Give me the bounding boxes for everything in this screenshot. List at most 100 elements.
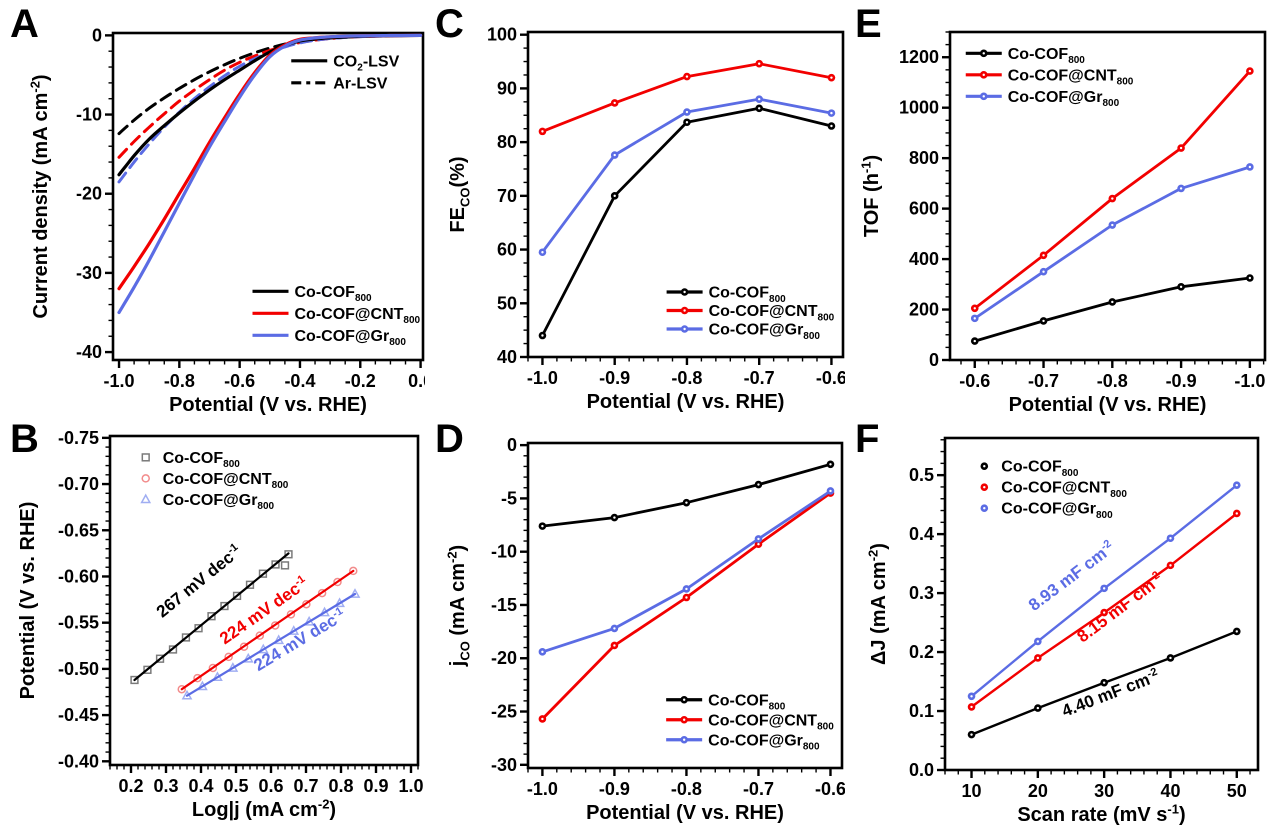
svg-text:0: 0 [507,435,517,455]
svg-text:0: 0 [92,25,102,45]
svg-text:-1.0: -1.0 [104,371,135,391]
panel-label-c: C [435,2,464,46]
svg-text:-0.9: -0.9 [1166,371,1197,391]
x-axis-title: Potential (V vs. RHE) [1009,394,1207,415]
panel-f: 10 20 30 40 50 0.0 0.1 0.2 0.3 0.4 0.5 Scan rate (m… [845,415,1269,831]
x-axis-title: Potential (V vs. RHE) [587,391,785,413]
svg-text:Co-COF800: Co-COF800 [708,692,786,712]
svg-text:80: 80 [497,132,517,152]
panel-b: 0.2 0.3 0.4 0.5 0.6 0.7 0.8 0.9 1.0 -0.75 -0.70 -0.… [0,415,425,831]
svg-text:0.0: 0.0 [408,371,425,391]
svg-text:800: 800 [909,148,939,168]
svg-text:0.2: 0.2 [909,642,934,662]
tick-labels: -1.0 -0.9 -0.8 -0.7 -0.6 40 50 60 70 80 90 100 [487,25,845,388]
panel-a-chart: -1.0 -0.8 -0.6 -0.4 -0.2 0.0 0 -10 -20 -30 -40 Pote… [27,25,425,415]
svg-text:-0.60: -0.60 [58,566,99,586]
series-co-cof-gr800-cdl-8-93-mf-cm2 [967,481,1241,701]
svg-text:0.0: 0.0 [909,760,934,780]
panel-label-f: F [855,417,880,461]
annotation: 267 mV dec-1 [152,541,245,621]
svg-text:0.5: 0.5 [223,776,248,796]
svg-text:-0.9: -0.9 [599,368,630,388]
svg-text:Co-COF800: Co-COF800 [1008,46,1086,66]
svg-text:1200: 1200 [899,47,939,67]
svg-text:-0.50: -0.50 [58,659,99,679]
svg-text:Co-COF@CNT800: Co-COF@CNT800 [295,306,421,326]
panel-e: -0.6 -0.7 -0.8 -0.9 -1.0 0 200 400 600 800 1000 120… [845,0,1269,415]
svg-text:-0.2: -0.2 [345,371,376,391]
svg-text:40: 40 [497,347,517,367]
svg-text:100: 100 [487,25,517,45]
svg-text:90: 90 [497,78,517,98]
svg-text:0.8: 0.8 [328,776,353,796]
series-co2-lsv-co-cof-gr800 [117,33,423,315]
svg-text:-0.7: -0.7 [743,779,774,799]
series-co-cof800 [538,104,836,340]
svg-text:Co-COF@Gr800: Co-COF@Gr800 [295,328,407,348]
svg-text:Co-COF@Gr800: Co-COF@Gr800 [709,322,821,342]
series-co2-lsv-co-cof-cnt800 [117,33,423,291]
y-axis-title: Potential (V vs. RHE) [17,502,39,700]
svg-text:-25: -25 [491,702,517,722]
series-co-cof-gr800-tafel-fit-224-mv-dec [185,592,357,697]
series-co-cof800-cdl-4-40-mf-cm2 [967,627,1241,739]
panel-d-chart: -1.0 -0.9 -0.8 -0.7 -0.6 0 -5 -10 -15 -20 -25 -30 Po… [444,435,845,824]
panel-c: -1.0 -0.9 -0.8 -0.7 -0.6 40 50 60 70 80 90 100 Poten… [425,0,845,415]
svg-text:-1.0: -1.0 [527,779,558,799]
svg-text:10: 10 [962,781,982,801]
svg-text:-1.0: -1.0 [1234,371,1265,391]
svg-text:CO2-LSV: CO2-LSV [333,53,399,73]
axes [942,30,1267,368]
svg-text:Co-COF@CNT800: Co-COF@CNT800 [163,471,289,491]
x-axis-title: Scan rate (mV s-1) [1017,801,1185,826]
y-axis-title: jCO (mA cm-2) [444,545,472,667]
tick-labels: -1.0 -0.8 -0.6 -0.4 -0.2 0.0 0 -10 -20 -30 -40 [76,25,425,391]
x-axis-title: Potential (V vs. RHE) [169,394,367,415]
series-co-cof800-tafel-fit-267-mv-dec [133,552,290,682]
svg-text:0: 0 [929,350,939,370]
svg-text:0.3: 0.3 [909,583,934,603]
svg-text:-5: -5 [501,488,517,508]
series-co-cof-cnt800 [970,67,1254,313]
svg-text:30: 30 [1094,781,1114,801]
svg-text:-0.8: -0.8 [671,779,702,799]
svg-text:Co-COF800: Co-COF800 [1001,459,1079,479]
tick-labels: 0.2 0.3 0.4 0.5 0.6 0.7 0.8 0.9 1.0 -0.75 -0.70 -0.… [58,428,424,796]
svg-text:0.4: 0.4 [909,524,934,544]
series-co-cof-cnt800 [538,489,835,723]
svg-text:-30: -30 [76,263,102,283]
panel-a: -1.0 -0.8 -0.6 -0.4 -0.2 0.0 0 -10 -20 -30 -40 Pote… [0,0,425,415]
svg-text:-0.70: -0.70 [58,474,99,494]
svg-text:-0.6: -0.6 [815,779,845,799]
svg-text:Co-COF800: Co-COF800 [709,285,787,305]
svg-text:-0.8: -0.8 [1097,371,1128,391]
svg-text:70: 70 [497,186,517,206]
svg-text:-1.0: -1.0 [527,368,558,388]
axes [520,441,844,776]
panel-label-d: D [435,417,464,461]
svg-text:1000: 1000 [899,98,939,118]
svg-text:Co-COF@Gr800: Co-COF@Gr800 [1001,501,1113,521]
panel-b-chart: 0.2 0.3 0.4 0.5 0.6 0.7 0.8 0.9 1.0 -0.75 -0.70 -0.… [17,428,424,821]
tick-labels: -1.0 -0.9 -0.8 -0.7 -0.6 0 -5 -10 -15 -20 -25 -30 [491,435,845,799]
series-co-cof-cnt800-cdl-8-15-mf-cm2 [967,509,1241,711]
axes [105,31,425,368]
series-co-cof-cnt800-tafel-fit-224-mv-dec [180,569,355,691]
panel-f-chart: 10 20 30 40 50 0.0 0.1 0.2 0.3 0.4 0.5 Scan rate (m… [865,436,1260,826]
annotation: 8.15 mF cm-2 [1073,569,1167,646]
svg-text:-0.7: -0.7 [744,368,775,388]
svg-text:0.7: 0.7 [293,776,318,796]
svg-text:0.9: 0.9 [363,776,388,796]
series-co-cof800-tafel-points [130,550,293,685]
svg-text:-0.4: -0.4 [284,371,315,391]
series-co-cof800 [970,274,1254,345]
svg-text:Co-COF@CNT800: Co-COF@CNT800 [1001,480,1127,500]
svg-text:Co-COF800: Co-COF800 [163,450,241,470]
y-axis-title: ΔJ (mA cm-2) [865,543,890,665]
